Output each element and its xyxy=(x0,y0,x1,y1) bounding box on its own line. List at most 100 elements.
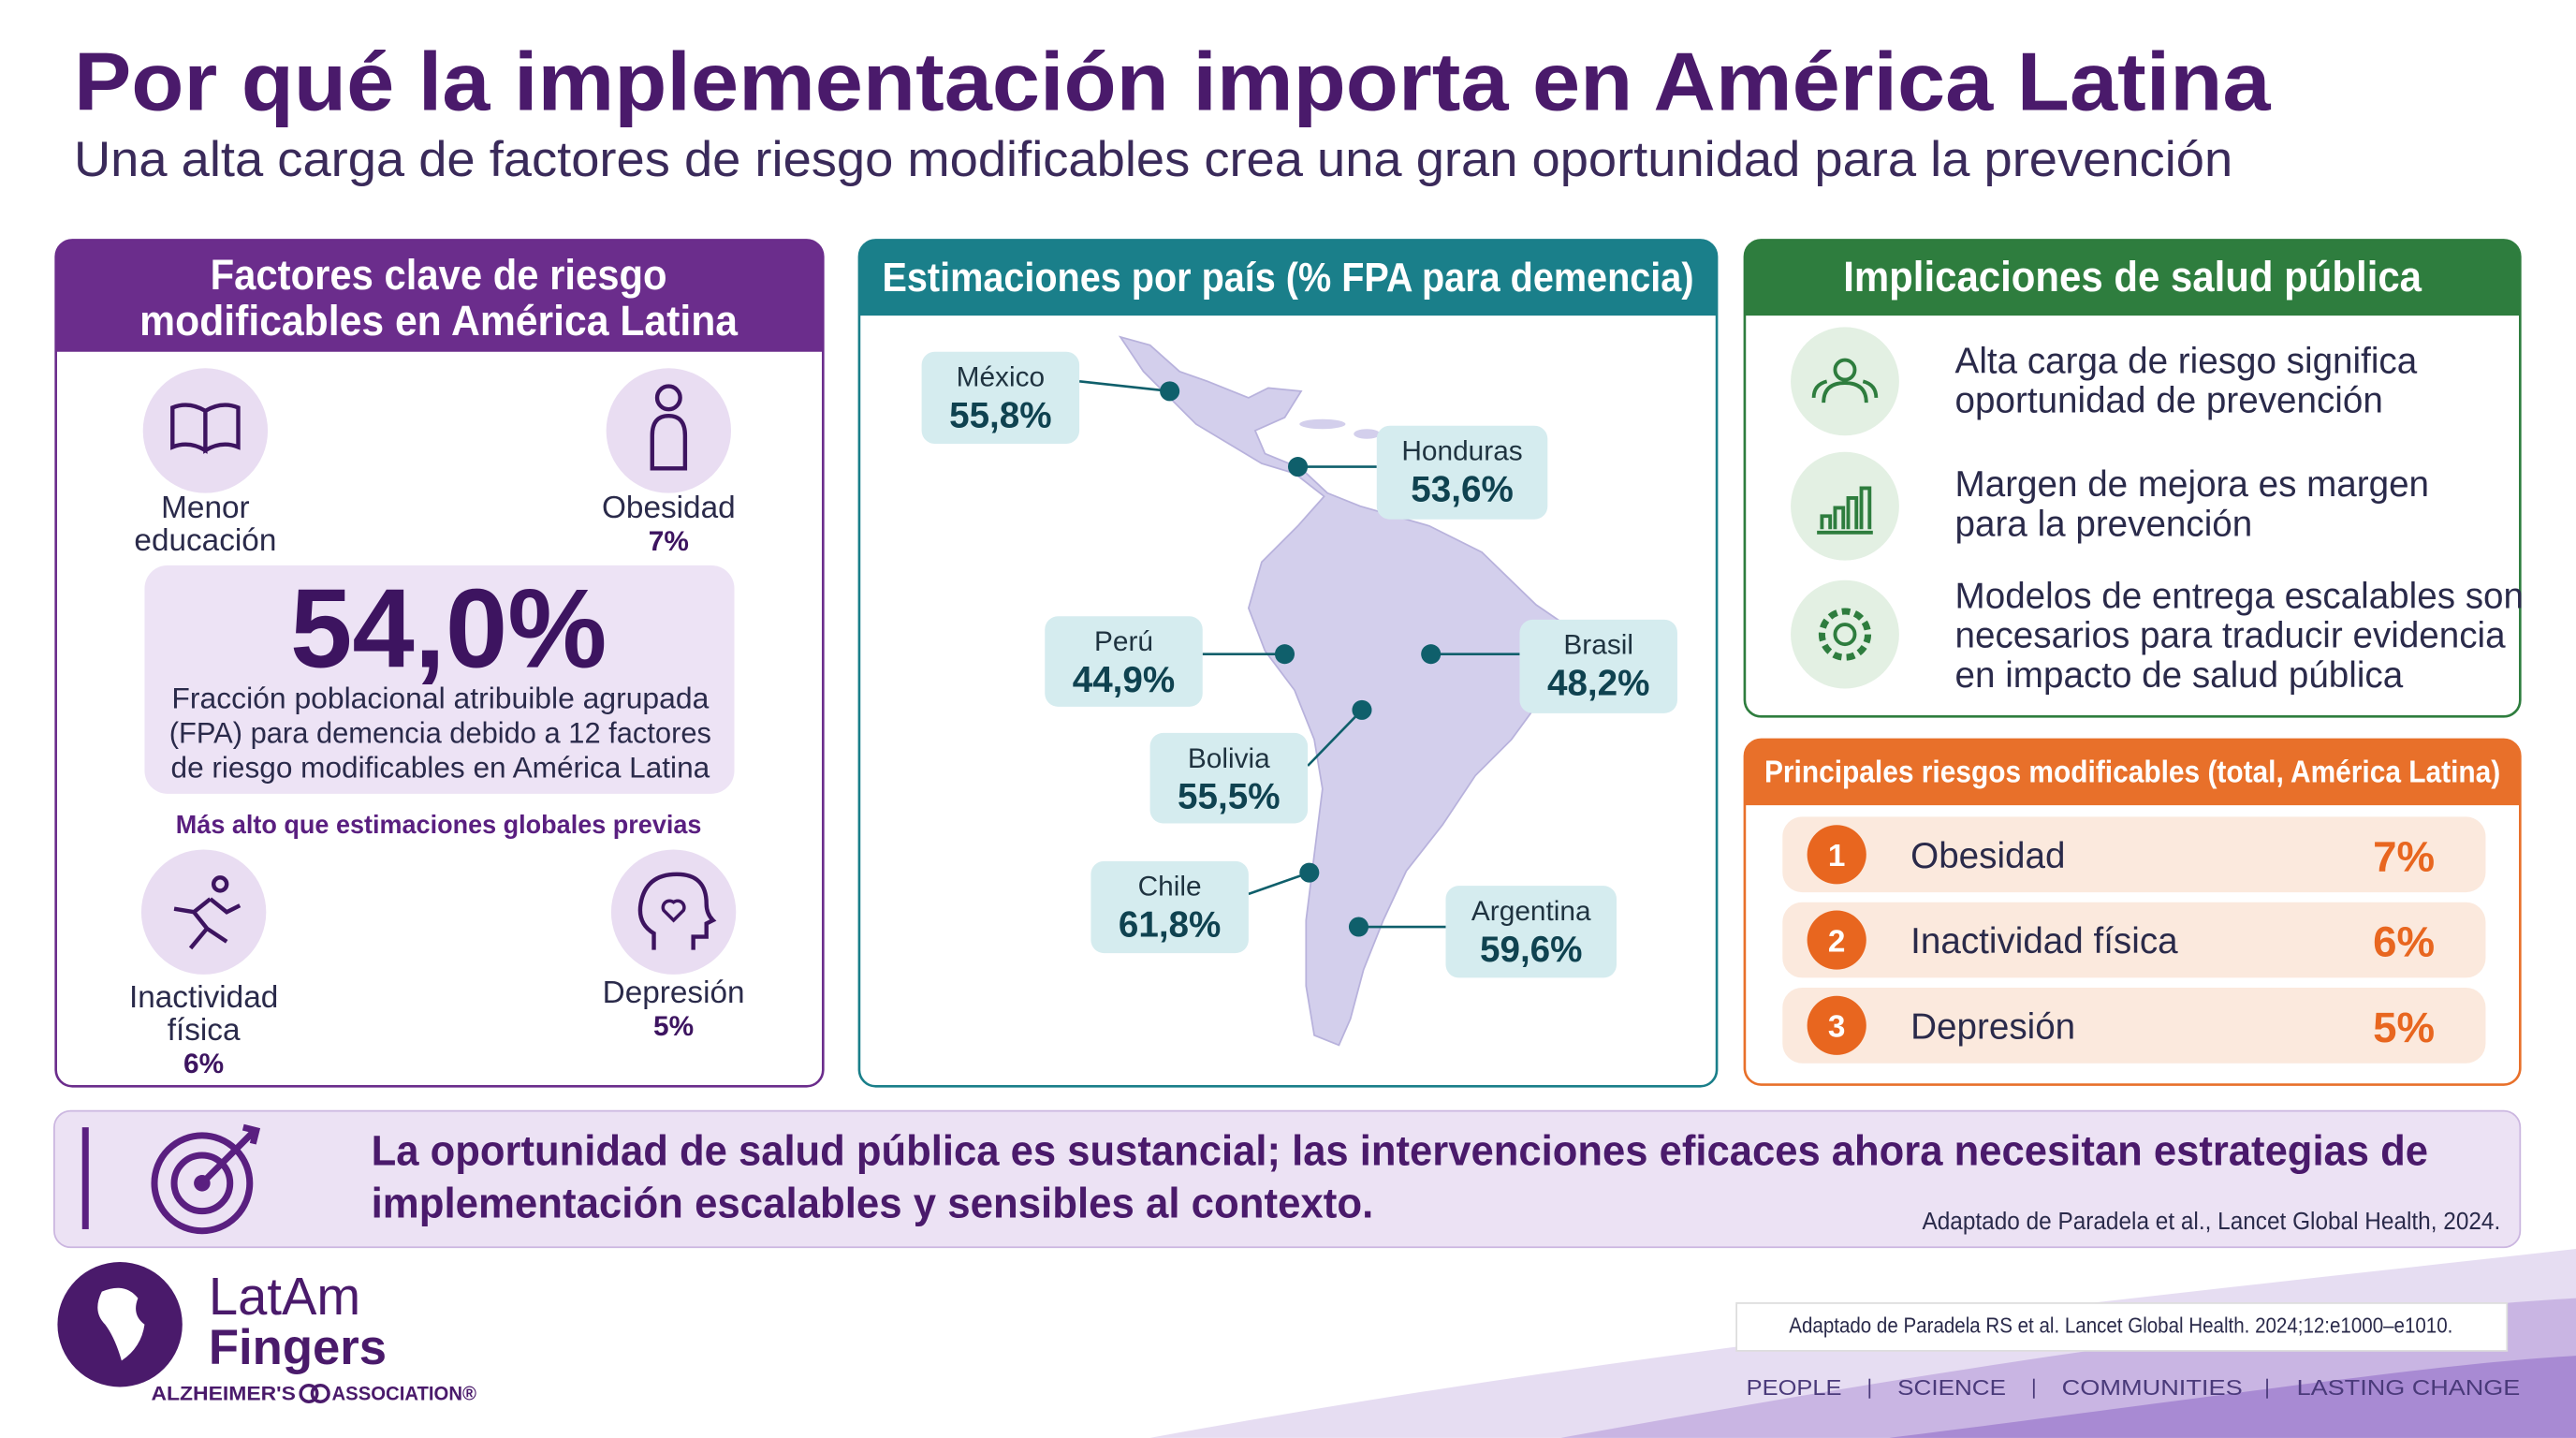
implication-text: para la prevención xyxy=(1955,504,2253,544)
tagline-separators xyxy=(1868,1378,2268,1399)
panel-title: Principales riesgos modificables (total,… xyxy=(1764,756,2500,790)
country-name: Argentina xyxy=(1471,896,1591,927)
risk-name: Obesidad xyxy=(1910,836,2065,876)
rank-badge xyxy=(1807,910,1866,970)
factor-label: física xyxy=(168,1013,241,1048)
country-box xyxy=(1376,425,1548,520)
location-dot xyxy=(1299,862,1320,883)
country-value: 55,5% xyxy=(1178,777,1280,817)
implication-text: oportunidad de prevención xyxy=(1955,381,2383,421)
runner-icon xyxy=(173,875,242,950)
risk-value: 7% xyxy=(2373,832,2435,880)
gear-icon xyxy=(1833,623,1857,647)
wave xyxy=(1889,1356,2576,1438)
country-box xyxy=(921,351,1080,445)
country-box xyxy=(1519,619,1677,713)
logo-org: ALZHEIMER'S xyxy=(151,1383,295,1404)
risk-name: Inactividad física xyxy=(1910,921,2178,961)
location-dot xyxy=(1421,644,1442,665)
icon-bg xyxy=(1791,580,1899,689)
subtitle: Una alta carga de factores de riesgo mod… xyxy=(74,132,2232,187)
banner xyxy=(53,1109,2522,1249)
leader-line xyxy=(1307,709,1363,767)
tagline-item: LASTING CHANGE xyxy=(2297,1375,2521,1400)
factor-value: 7% xyxy=(649,526,689,557)
headline-box xyxy=(144,565,735,794)
implication-text: necesarios para traducir evidencia xyxy=(1955,616,2507,656)
country-value: 61,8% xyxy=(1119,905,1221,946)
factor-label: Inactividad xyxy=(129,980,278,1015)
country-name: Brasil xyxy=(1563,630,1633,661)
country-name: México xyxy=(957,362,1045,393)
country-value: 55,8% xyxy=(949,395,1051,435)
heart-icon xyxy=(661,899,686,923)
headline-text: Fracción poblacional atribuible agrupada xyxy=(171,682,709,715)
note: Más alto que estimaciones globales previ… xyxy=(176,810,702,839)
target-icon xyxy=(170,1152,234,1215)
banner-bar xyxy=(81,1127,89,1229)
person-icon xyxy=(650,413,688,471)
target-icon xyxy=(151,1132,254,1235)
headline-text: de riesgo modificables en América Latina xyxy=(171,750,710,784)
factor-label: Menor xyxy=(161,491,249,525)
country-name: Honduras xyxy=(1401,436,1522,467)
island xyxy=(1354,429,1381,439)
headline-value: 54,0% xyxy=(290,567,607,692)
panel-header xyxy=(858,240,1718,316)
people-icon xyxy=(1811,358,1879,404)
country-name: Bolivia xyxy=(1188,743,1270,774)
risk-row xyxy=(1782,987,2486,1064)
country-value: 44,9% xyxy=(1073,660,1175,700)
risk-row xyxy=(1782,816,2486,893)
risk-value: 5% xyxy=(2373,1004,2435,1051)
panel-title: Factores clave de riesgo xyxy=(211,251,667,299)
panel-title: Implicaciones de salud pública xyxy=(1843,253,2422,301)
country-box xyxy=(1045,616,1203,707)
headline-text: (FPA) para demencia debido a 12 factores xyxy=(169,715,711,749)
risk-row xyxy=(1782,902,2486,978)
panel-header xyxy=(1744,240,2521,316)
risk-value: 6% xyxy=(2373,918,2435,966)
banner-text: implementación escalables y sensibles al… xyxy=(372,1180,1374,1227)
bars-icon xyxy=(1817,486,1873,535)
logo-icon xyxy=(299,1383,319,1403)
implication-text: Margen de mejora es margen xyxy=(1955,464,2429,505)
logo-line1: LatAm xyxy=(209,1267,360,1326)
arrow-icon xyxy=(199,1123,261,1186)
factor-label: Obesidad xyxy=(602,491,736,525)
tagline-item: PEOPLE xyxy=(1747,1375,1842,1400)
tagline-item: SCIENCE xyxy=(1897,1375,2006,1400)
location-dot xyxy=(1352,699,1372,720)
gear-icon xyxy=(1818,608,1872,661)
country-name: Chile xyxy=(1138,872,1202,902)
icon-bg xyxy=(606,368,732,493)
implication-text: Modelos de entrega escalables son xyxy=(1955,577,2524,617)
country-box xyxy=(1445,886,1617,978)
factor-value: 6% xyxy=(183,1049,224,1079)
implication-text: en impacto de salud pública xyxy=(1955,655,2404,696)
banner-source: Adaptado de Paradela et al., Lancet Glob… xyxy=(1922,1207,2500,1235)
factor-value: 5% xyxy=(653,1011,694,1042)
implication-text: Alta carga de riesgo significa xyxy=(1955,342,2418,382)
logo-map xyxy=(97,1287,145,1361)
country-box xyxy=(1149,732,1309,824)
book-icon xyxy=(170,403,241,454)
rank-badge xyxy=(1807,825,1866,885)
location-dot xyxy=(1348,917,1368,937)
factor-label: educación xyxy=(134,523,276,558)
island xyxy=(1299,418,1346,430)
rank-badge xyxy=(1807,995,1866,1055)
logo-org: ASSOCIATION® xyxy=(332,1383,477,1404)
citation-box xyxy=(1735,1302,2509,1352)
logo-icon xyxy=(310,1383,330,1403)
person-icon xyxy=(654,384,682,412)
map xyxy=(1118,335,1579,1047)
tagline-item: COMMUNITIES xyxy=(2062,1375,2243,1400)
country-value: 53,6% xyxy=(1411,469,1513,509)
country-value: 59,6% xyxy=(1480,930,1582,970)
rank: 3 xyxy=(1828,1010,1846,1045)
title: Por qué la implementación importa en Amé… xyxy=(74,37,2272,128)
rank: 1 xyxy=(1828,839,1846,873)
risk-name: Depresión xyxy=(1910,1006,2075,1047)
location-dot xyxy=(1274,644,1295,665)
